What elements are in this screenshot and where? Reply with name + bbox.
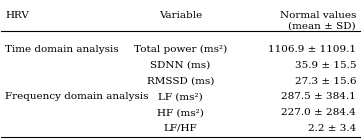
Text: 2.2 ± 3.4: 2.2 ± 3.4 (308, 124, 356, 133)
Text: 227.0 ± 284.4: 227.0 ± 284.4 (281, 108, 356, 117)
Text: 287.5 ± 384.1: 287.5 ± 384.1 (281, 92, 356, 101)
Text: 27.3 ± 15.6: 27.3 ± 15.6 (295, 77, 356, 86)
Text: Total power (ms²): Total power (ms²) (134, 45, 227, 54)
Text: SDNN (ms): SDNN (ms) (151, 61, 210, 70)
Text: HRV: HRV (5, 11, 29, 20)
Text: 1106.9 ± 1109.1: 1106.9 ± 1109.1 (268, 45, 356, 54)
Text: Variable: Variable (159, 11, 202, 20)
Text: Frequency domain analysis: Frequency domain analysis (5, 92, 148, 101)
Text: LF/HF: LF/HF (164, 124, 197, 133)
Text: Normal values
(mean ± SD): Normal values (mean ± SD) (280, 11, 356, 30)
Text: LF (ms²): LF (ms²) (158, 92, 203, 101)
Text: Time domain analysis: Time domain analysis (5, 45, 119, 54)
Text: RMSSD (ms): RMSSD (ms) (147, 77, 214, 86)
Text: HF (ms²): HF (ms²) (157, 108, 204, 117)
Text: 35.9 ± 15.5: 35.9 ± 15.5 (295, 61, 356, 70)
